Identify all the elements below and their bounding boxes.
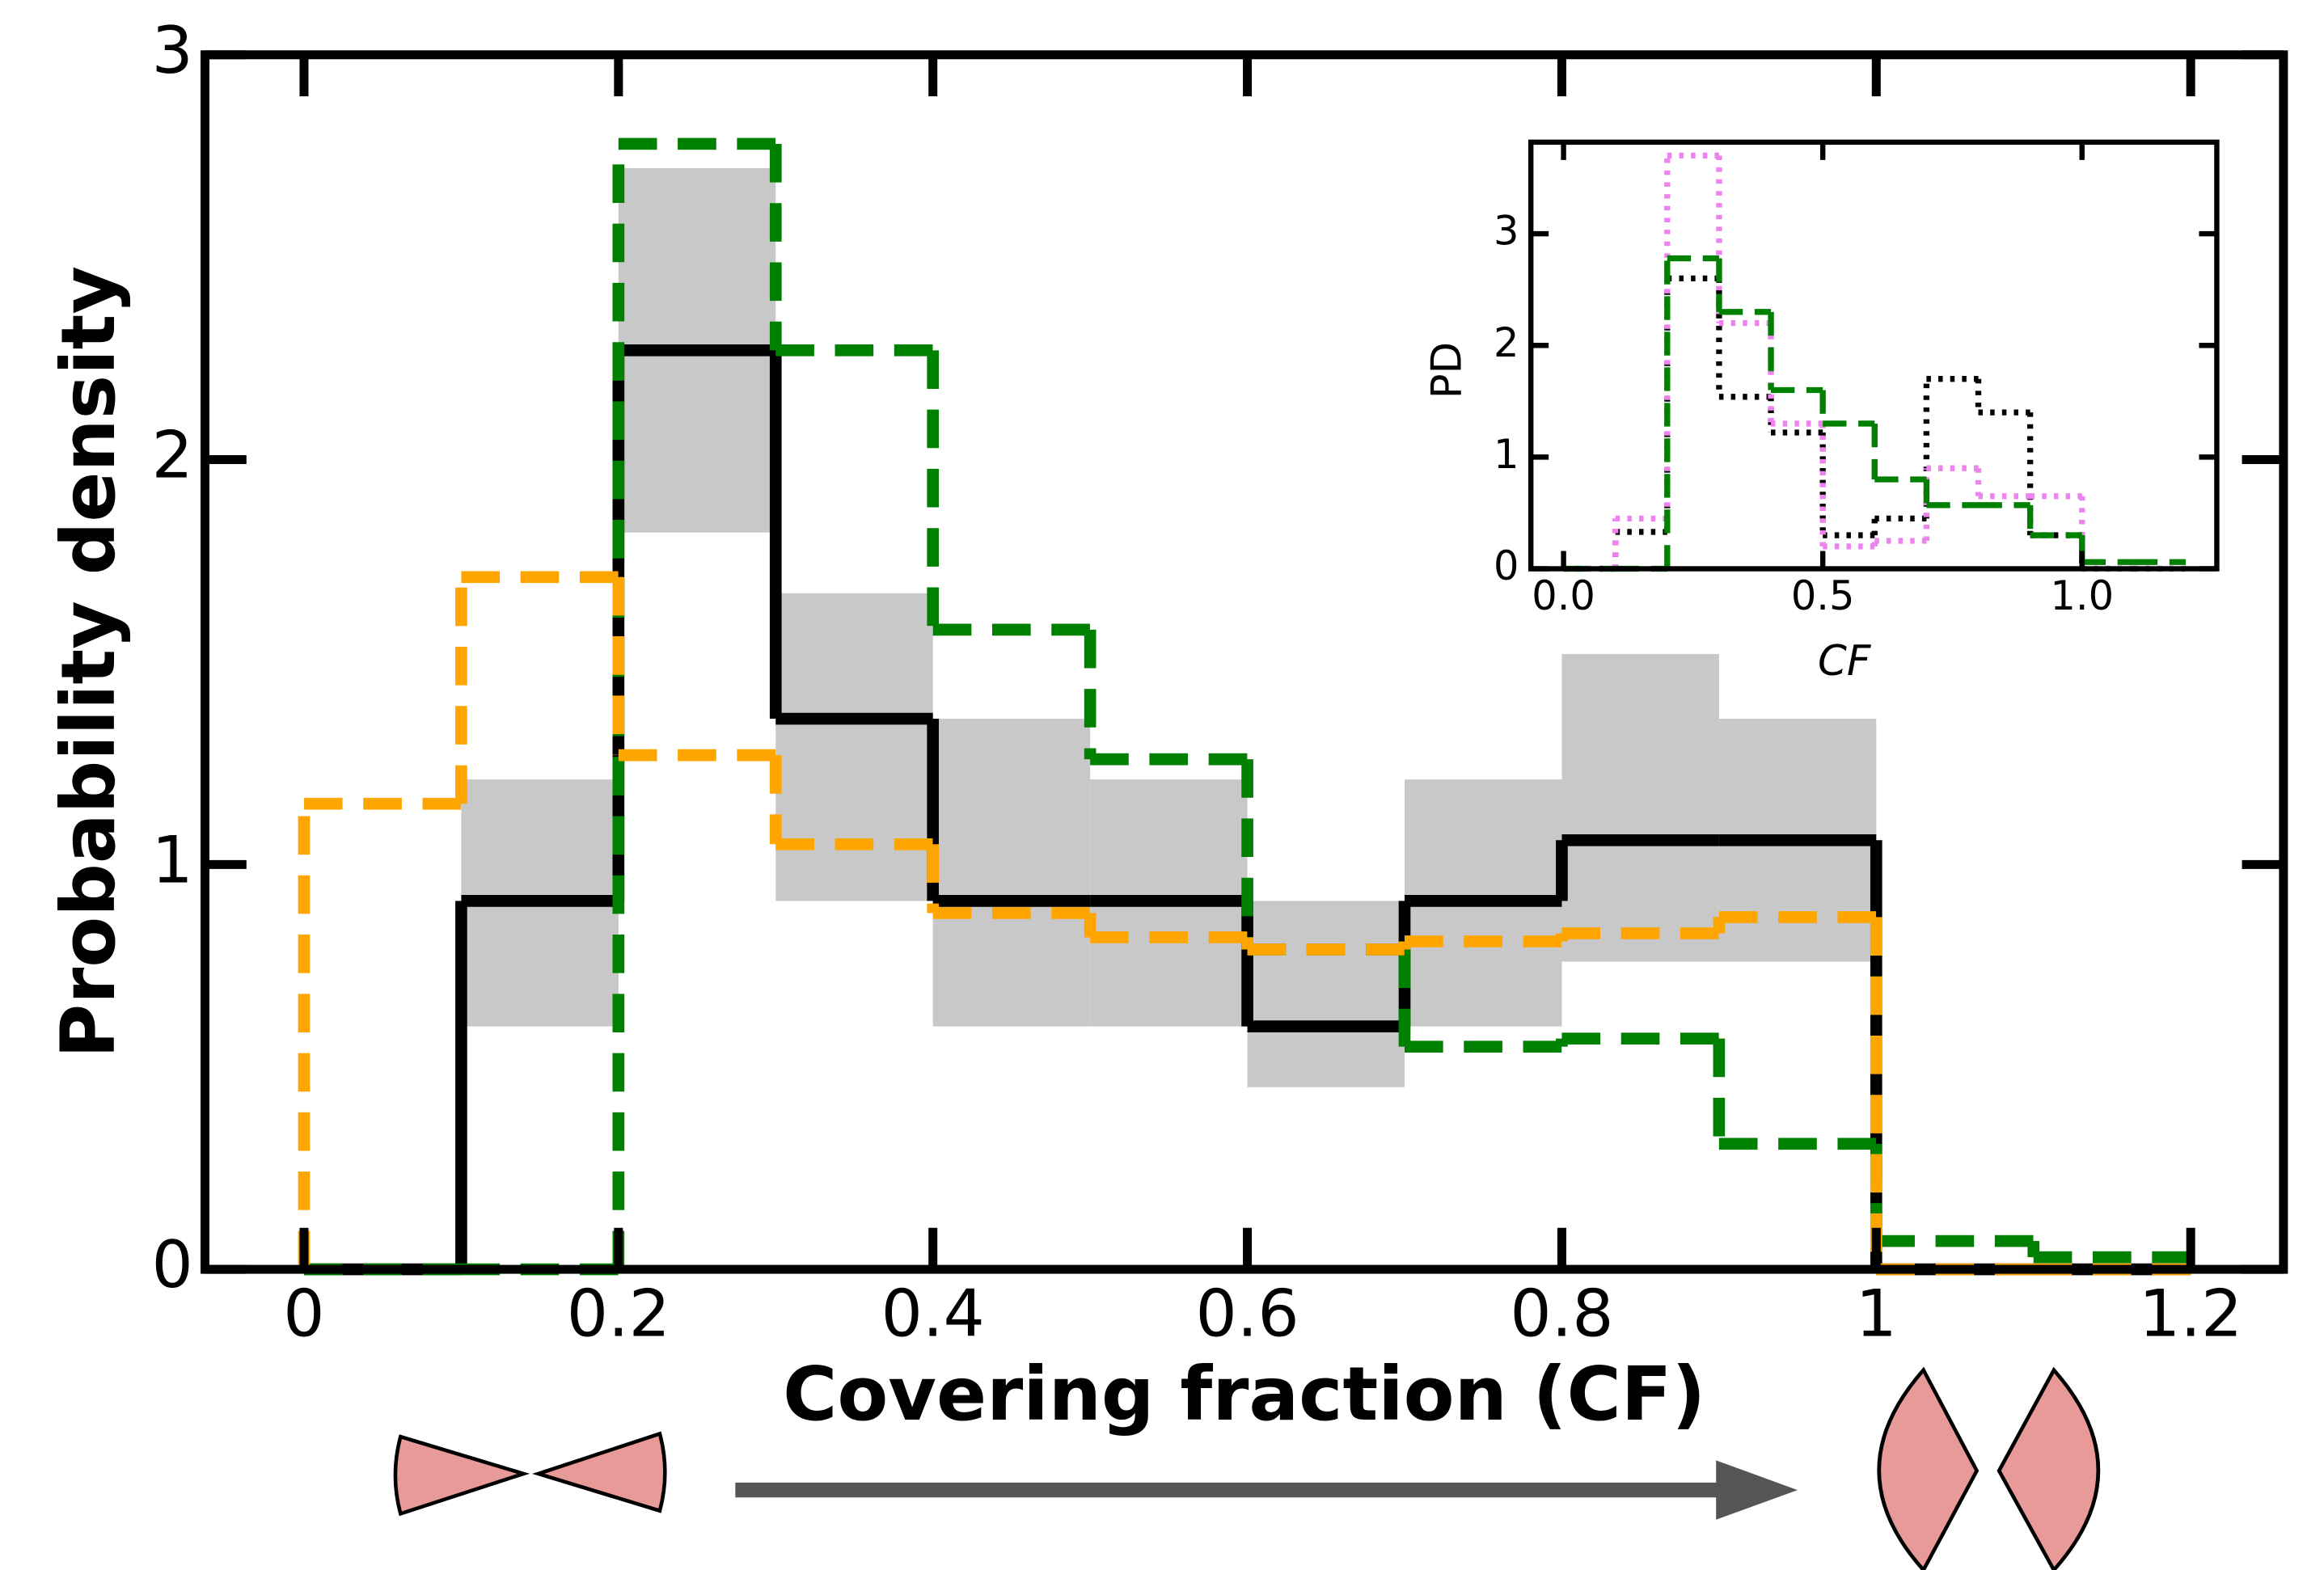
x-tick-label: 0.4 [881,1277,985,1353]
plot-frame [1528,139,2220,572]
y-tick-label: 0 [152,1227,193,1303]
arrow-head [1716,1460,1798,1520]
x-tick-label: 0 [283,1277,324,1353]
cone-shape [393,1434,530,1517]
y-tick-label: 0 [1494,542,1519,589]
inset-plot: 0.0 0.5 1.0 0 1 2 3 CF PD [1422,139,2220,686]
x-axis-label: CF [1818,637,1872,686]
uncertainty-band [1247,901,1405,1087]
x-tick-label: 0.0 [1532,572,1595,619]
y-tick-label: 2 [1494,319,1519,366]
y-tick-label: 3 [1494,208,1519,255]
x-tick-label: 0.2 [567,1277,670,1353]
y-tick-label: 2 [152,418,193,494]
cone-shape [1877,1366,1980,1570]
y-axis-label: Probability density [45,266,132,1058]
y-tick-label: 1 [152,822,193,898]
uncertainty-band [775,593,933,901]
cone-shape [1997,1366,2101,1570]
x-tick-label: 0.5 [1791,572,1855,619]
cartoon-wide [1877,1366,2101,1570]
y-tick-label: 1 [1494,431,1519,478]
y-tick-label: 3 [152,13,193,89]
x-tick-label: 1 [1856,1277,1897,1353]
x-axis-label: Covering fraction (CF) [783,1351,1705,1437]
x-tick-label: 0.6 [1195,1277,1299,1353]
y-axis-label: PD [1422,342,1471,399]
cone-shape [532,1431,667,1513]
uncertainty-band [932,719,1091,1027]
uncertainty-band [1561,653,1719,962]
x-tick-label: 0.8 [1510,1277,1613,1353]
x-tick-label: 1.0 [2050,572,2114,619]
plot-background [1531,141,2217,569]
x-tick-label: 1.2 [2139,1277,2242,1353]
cartoon-narrow [393,1431,667,1517]
